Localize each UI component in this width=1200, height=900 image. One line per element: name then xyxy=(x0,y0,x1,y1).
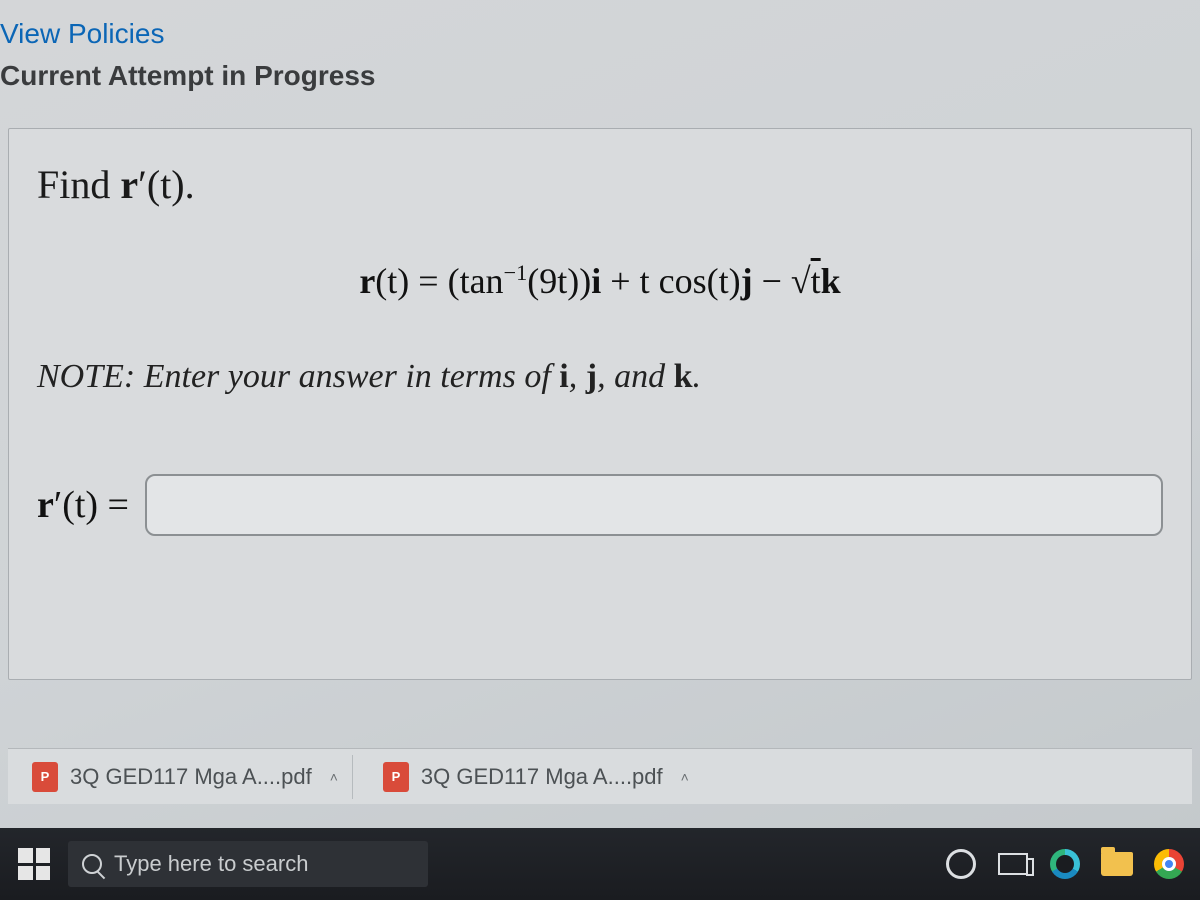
edge-button[interactable] xyxy=(1044,843,1086,885)
eqn-vec-i: i xyxy=(591,261,601,301)
task-view-button[interactable] xyxy=(992,843,1034,885)
task-view-icon xyxy=(998,853,1028,875)
equation-display: r(t) = (tan−1(9t))i + t cos(t)j − √tk xyxy=(37,260,1163,302)
eqn-minus: − xyxy=(753,261,791,301)
edge-icon xyxy=(1050,849,1080,879)
folder-icon xyxy=(1101,852,1133,876)
note-vec-i: i xyxy=(559,358,568,395)
pdf-icon xyxy=(383,762,409,792)
start-button[interactable] xyxy=(10,840,58,888)
answer-row: r′(t) = xyxy=(37,474,1163,536)
search-icon xyxy=(82,854,102,874)
note-text-1: Enter your answer in terms of xyxy=(135,358,559,395)
lms-header: View Policies Current Attempt in Progres… xyxy=(0,0,1200,122)
pdf-icon xyxy=(32,762,58,792)
cortana-icon xyxy=(946,849,976,879)
chrome-button[interactable] xyxy=(1148,843,1190,885)
eqn-rhs-2: (9t)) xyxy=(527,261,591,301)
eqn-vec-j: j xyxy=(741,261,753,301)
eqn-lhs-r: r xyxy=(359,261,375,301)
answer-label-rest: ′(t) = xyxy=(54,484,129,526)
eqn-sqrt-arg: t xyxy=(811,261,821,301)
eqn-sqrt-symbol: √ xyxy=(791,261,811,301)
chevron-up-icon[interactable]: ˄ xyxy=(675,769,689,785)
note-sep2: , and xyxy=(597,358,674,395)
eqn-vec-k: k xyxy=(821,261,841,301)
note-line: NOTE: Enter your answer in terms of i, j… xyxy=(37,358,1163,396)
note-vec-j: j xyxy=(586,358,597,395)
taskbar: Type here to search xyxy=(0,828,1200,900)
prompt-vector-r: r xyxy=(120,162,138,207)
screen: View Policies Current Attempt in Progres… xyxy=(0,0,1200,900)
note-sep1: , xyxy=(569,358,586,395)
question-prompt: Find r′(t). xyxy=(37,161,1163,208)
chevron-up-icon[interactable]: ˄ xyxy=(324,769,338,785)
note-vec-k: k xyxy=(674,358,693,395)
file-explorer-button[interactable] xyxy=(1096,843,1138,885)
download-item[interactable]: 3Q GED117 Mga A....pdf ˄ xyxy=(22,755,353,799)
chrome-icon xyxy=(1154,849,1184,879)
taskbar-search[interactable]: Type here to search xyxy=(68,841,428,887)
cortana-button[interactable] xyxy=(940,843,982,885)
download-item[interactable]: 3Q GED117 Mga A....pdf ˄ xyxy=(373,755,703,799)
prompt-prefix: Find xyxy=(37,162,120,207)
answer-vector-r: r xyxy=(37,484,54,526)
prompt-suffix: ′(t). xyxy=(138,162,195,207)
downloads-shelf: 3Q GED117 Mga A....pdf ˄ 3Q GED117 Mga A… xyxy=(8,748,1192,804)
eqn-rhs-1: (tan xyxy=(448,261,504,301)
eqn-exponent: −1 xyxy=(504,260,528,285)
note-label: NOTE: xyxy=(37,358,135,395)
question-card: Find r′(t). r(t) = (tan−1(9t))i + t cos(… xyxy=(8,128,1192,680)
download-filename: 3Q GED117 Mga A....pdf xyxy=(70,764,312,790)
answer-input[interactable] xyxy=(145,474,1163,536)
eqn-plus-term: + t cos(t) xyxy=(601,261,740,301)
download-filename: 3Q GED117 Mga A....pdf xyxy=(421,764,663,790)
note-period: . xyxy=(692,358,701,395)
search-placeholder: Type here to search xyxy=(114,851,308,877)
attempt-status-text: Current Attempt in Progress xyxy=(0,60,1200,110)
eqn-lhs-rest: (t) = xyxy=(375,261,447,301)
view-policies-link[interactable]: View Policies xyxy=(0,0,164,60)
answer-label: r′(t) = xyxy=(37,483,129,527)
